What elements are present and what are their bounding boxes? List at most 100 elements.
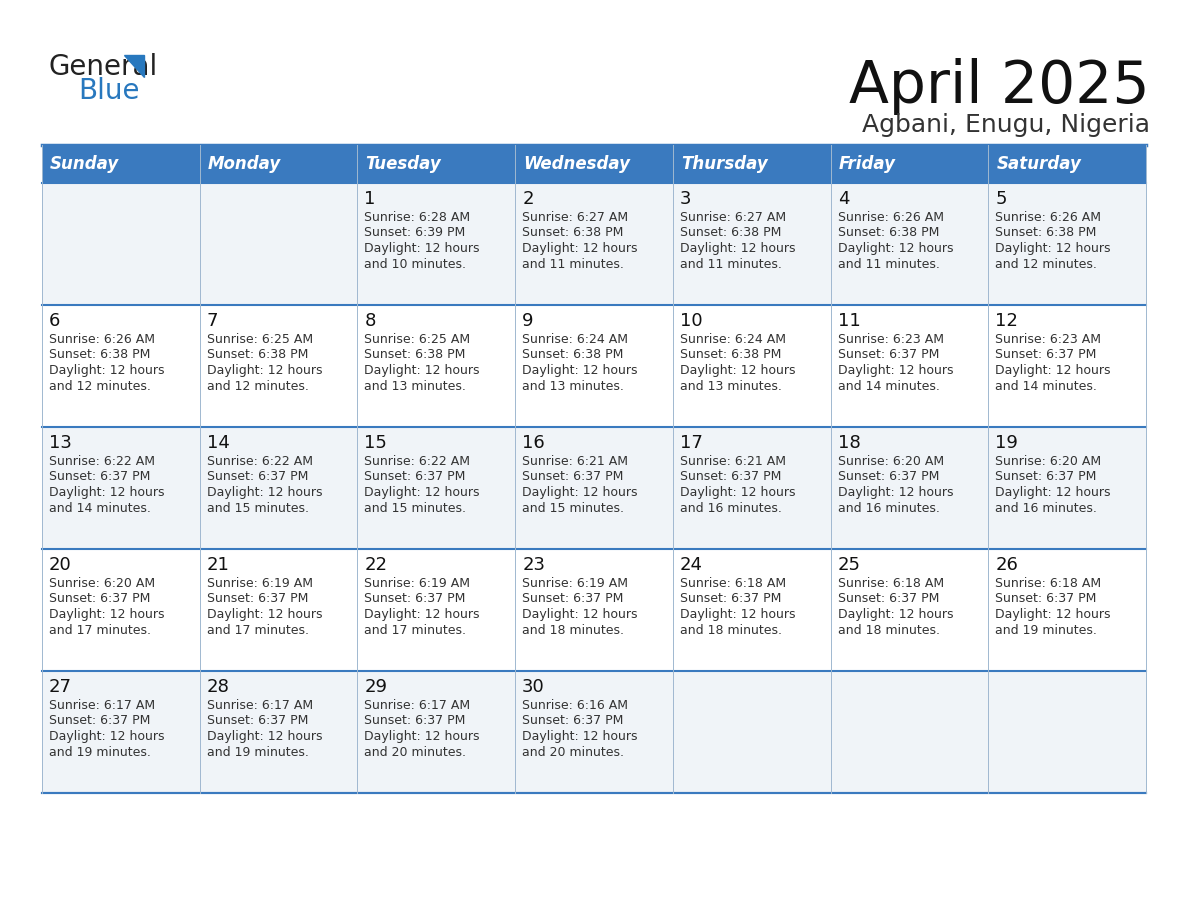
Text: Sunset: 6:37 PM: Sunset: 6:37 PM bbox=[365, 471, 466, 484]
Text: Sunset: 6:37 PM: Sunset: 6:37 PM bbox=[838, 349, 939, 362]
Text: Sunset: 6:38 PM: Sunset: 6:38 PM bbox=[680, 349, 782, 362]
Text: Daylight: 12 hours: Daylight: 12 hours bbox=[49, 730, 164, 743]
Text: and 15 minutes.: and 15 minutes. bbox=[523, 501, 624, 514]
Text: 23: 23 bbox=[523, 556, 545, 574]
Text: Sunset: 6:37 PM: Sunset: 6:37 PM bbox=[365, 714, 466, 727]
Text: 13: 13 bbox=[49, 434, 72, 452]
Text: and 20 minutes.: and 20 minutes. bbox=[365, 745, 467, 758]
Text: 7: 7 bbox=[207, 312, 219, 330]
Text: Daylight: 12 hours: Daylight: 12 hours bbox=[49, 486, 164, 499]
Text: Sunrise: 6:17 AM: Sunrise: 6:17 AM bbox=[365, 699, 470, 712]
Text: Daylight: 12 hours: Daylight: 12 hours bbox=[838, 364, 953, 377]
Text: Sunset: 6:39 PM: Sunset: 6:39 PM bbox=[365, 227, 466, 240]
Text: Sunset: 6:38 PM: Sunset: 6:38 PM bbox=[523, 349, 624, 362]
Text: Sunrise: 6:19 AM: Sunrise: 6:19 AM bbox=[523, 577, 628, 590]
Text: 16: 16 bbox=[523, 434, 545, 452]
Bar bbox=[42, 305, 1146, 427]
Text: 26: 26 bbox=[996, 556, 1018, 574]
Text: Daylight: 12 hours: Daylight: 12 hours bbox=[838, 486, 953, 499]
Text: Sunrise: 6:20 AM: Sunrise: 6:20 AM bbox=[838, 455, 943, 468]
Text: Thursday: Thursday bbox=[681, 155, 767, 173]
Text: Sunset: 6:37 PM: Sunset: 6:37 PM bbox=[49, 714, 151, 727]
Text: Daylight: 12 hours: Daylight: 12 hours bbox=[523, 486, 638, 499]
Text: Sunrise: 6:23 AM: Sunrise: 6:23 AM bbox=[996, 333, 1101, 346]
Text: Sunrise: 6:19 AM: Sunrise: 6:19 AM bbox=[365, 577, 470, 590]
Text: Daylight: 12 hours: Daylight: 12 hours bbox=[680, 242, 795, 255]
Text: Daylight: 12 hours: Daylight: 12 hours bbox=[207, 608, 322, 621]
Text: Sunrise: 6:18 AM: Sunrise: 6:18 AM bbox=[680, 577, 786, 590]
Polygon shape bbox=[124, 55, 144, 77]
Text: Sunrise: 6:27 AM: Sunrise: 6:27 AM bbox=[680, 211, 786, 224]
Text: and 12 minutes.: and 12 minutes. bbox=[49, 379, 151, 393]
Text: and 13 minutes.: and 13 minutes. bbox=[523, 379, 624, 393]
Text: 17: 17 bbox=[680, 434, 703, 452]
Text: and 11 minutes.: and 11 minutes. bbox=[680, 258, 782, 271]
Text: Sunrise: 6:26 AM: Sunrise: 6:26 AM bbox=[838, 211, 943, 224]
Text: Sunset: 6:37 PM: Sunset: 6:37 PM bbox=[680, 471, 782, 484]
Text: Sunrise: 6:19 AM: Sunrise: 6:19 AM bbox=[207, 577, 312, 590]
Text: Daylight: 12 hours: Daylight: 12 hours bbox=[365, 242, 480, 255]
Text: Sunset: 6:37 PM: Sunset: 6:37 PM bbox=[523, 471, 624, 484]
Text: Sunrise: 6:20 AM: Sunrise: 6:20 AM bbox=[996, 455, 1101, 468]
Text: Sunset: 6:37 PM: Sunset: 6:37 PM bbox=[996, 471, 1097, 484]
Text: 1: 1 bbox=[365, 190, 375, 208]
Text: and 11 minutes.: and 11 minutes. bbox=[838, 258, 940, 271]
Text: Daylight: 12 hours: Daylight: 12 hours bbox=[365, 608, 480, 621]
Text: 2: 2 bbox=[523, 190, 533, 208]
Text: Sunset: 6:38 PM: Sunset: 6:38 PM bbox=[523, 227, 624, 240]
Text: Wednesday: Wednesday bbox=[523, 155, 630, 173]
Text: Sunset: 6:37 PM: Sunset: 6:37 PM bbox=[996, 349, 1097, 362]
Text: Friday: Friday bbox=[839, 155, 896, 173]
Text: Daylight: 12 hours: Daylight: 12 hours bbox=[523, 730, 638, 743]
Text: and 17 minutes.: and 17 minutes. bbox=[49, 623, 151, 636]
Text: and 18 minutes.: and 18 minutes. bbox=[523, 623, 624, 636]
Text: Sunset: 6:37 PM: Sunset: 6:37 PM bbox=[996, 592, 1097, 606]
Text: 27: 27 bbox=[49, 678, 72, 696]
Text: Tuesday: Tuesday bbox=[366, 155, 441, 173]
Text: Sunrise: 6:18 AM: Sunrise: 6:18 AM bbox=[996, 577, 1101, 590]
Text: Sunset: 6:37 PM: Sunset: 6:37 PM bbox=[207, 592, 308, 606]
Text: Sunrise: 6:18 AM: Sunrise: 6:18 AM bbox=[838, 577, 943, 590]
Text: Sunset: 6:38 PM: Sunset: 6:38 PM bbox=[49, 349, 151, 362]
Text: Sunset: 6:37 PM: Sunset: 6:37 PM bbox=[365, 592, 466, 606]
Text: Sunrise: 6:26 AM: Sunrise: 6:26 AM bbox=[996, 211, 1101, 224]
Text: and 14 minutes.: and 14 minutes. bbox=[49, 501, 151, 514]
Text: 10: 10 bbox=[680, 312, 702, 330]
Text: Sunrise: 6:17 AM: Sunrise: 6:17 AM bbox=[207, 699, 312, 712]
Text: and 16 minutes.: and 16 minutes. bbox=[680, 501, 782, 514]
Text: and 12 minutes.: and 12 minutes. bbox=[207, 379, 309, 393]
Text: and 12 minutes.: and 12 minutes. bbox=[996, 258, 1098, 271]
Text: and 19 minutes.: and 19 minutes. bbox=[207, 745, 309, 758]
Text: Sunrise: 6:25 AM: Sunrise: 6:25 AM bbox=[207, 333, 312, 346]
Text: Sunrise: 6:24 AM: Sunrise: 6:24 AM bbox=[680, 333, 785, 346]
Bar bbox=[42, 671, 1146, 793]
Text: Sunrise: 6:24 AM: Sunrise: 6:24 AM bbox=[523, 333, 628, 346]
Text: Sunset: 6:38 PM: Sunset: 6:38 PM bbox=[838, 227, 939, 240]
Bar bbox=[42, 145, 1146, 183]
Text: and 19 minutes.: and 19 minutes. bbox=[49, 745, 151, 758]
Text: Sunday: Sunday bbox=[50, 155, 119, 173]
Text: Daylight: 12 hours: Daylight: 12 hours bbox=[49, 364, 164, 377]
Text: 18: 18 bbox=[838, 434, 860, 452]
Text: and 15 minutes.: and 15 minutes. bbox=[207, 501, 309, 514]
Text: Sunset: 6:37 PM: Sunset: 6:37 PM bbox=[207, 714, 308, 727]
Text: and 14 minutes.: and 14 minutes. bbox=[838, 379, 940, 393]
Text: and 16 minutes.: and 16 minutes. bbox=[996, 501, 1098, 514]
Text: and 16 minutes.: and 16 minutes. bbox=[838, 501, 940, 514]
Bar bbox=[42, 183, 1146, 305]
Text: Daylight: 12 hours: Daylight: 12 hours bbox=[365, 486, 480, 499]
Text: Sunset: 6:37 PM: Sunset: 6:37 PM bbox=[49, 592, 151, 606]
Text: Saturday: Saturday bbox=[997, 155, 1081, 173]
Text: Sunrise: 6:21 AM: Sunrise: 6:21 AM bbox=[523, 455, 628, 468]
Text: Sunrise: 6:26 AM: Sunrise: 6:26 AM bbox=[49, 333, 154, 346]
Text: Monday: Monday bbox=[208, 155, 282, 173]
Text: Sunset: 6:37 PM: Sunset: 6:37 PM bbox=[680, 592, 782, 606]
Text: 28: 28 bbox=[207, 678, 229, 696]
Text: Daylight: 12 hours: Daylight: 12 hours bbox=[996, 364, 1111, 377]
Text: and 13 minutes.: and 13 minutes. bbox=[365, 379, 467, 393]
Text: and 10 minutes.: and 10 minutes. bbox=[365, 258, 467, 271]
Text: and 19 minutes.: and 19 minutes. bbox=[996, 623, 1098, 636]
Text: Sunrise: 6:22 AM: Sunrise: 6:22 AM bbox=[365, 455, 470, 468]
Text: 29: 29 bbox=[365, 678, 387, 696]
Text: Blue: Blue bbox=[78, 77, 139, 105]
